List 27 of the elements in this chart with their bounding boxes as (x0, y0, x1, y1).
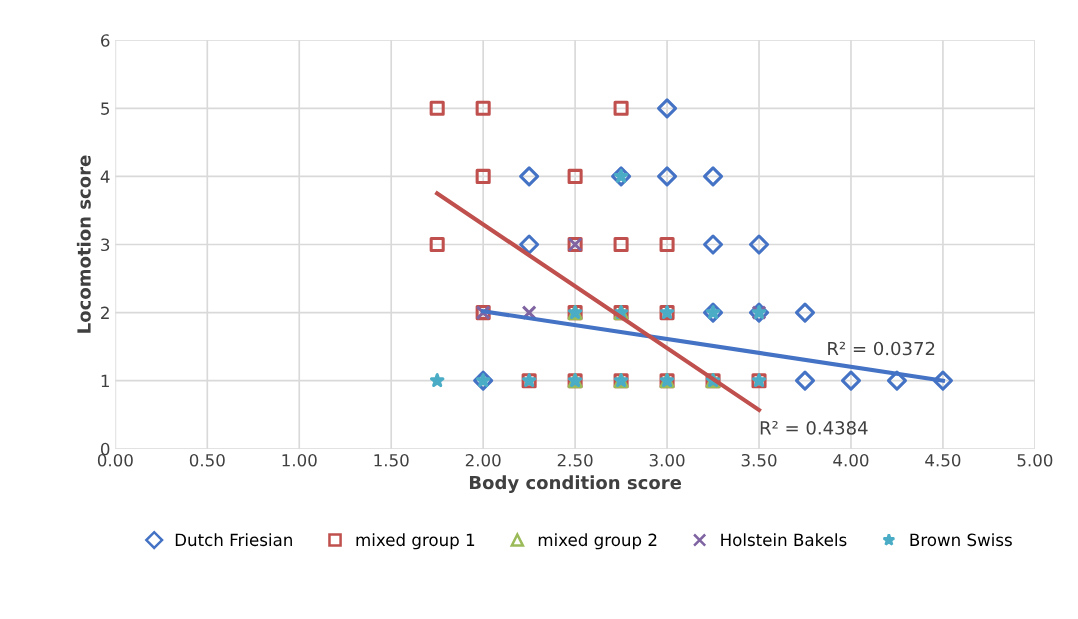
x-tick-label: 3.00 (649, 453, 685, 467)
annotation: R² = 0.4384 (760, 420, 868, 435)
legend-label: mixed group 1 (356, 533, 475, 550)
y-tick-label: 4 (100, 170, 110, 183)
legend-label: Dutch Friesian (175, 533, 292, 547)
x-tick-label: 2.50 (557, 453, 593, 467)
y-axis-title: Locomotion score (76, 155, 91, 333)
x-tick-label: 1.00 (282, 453, 317, 467)
legend-label: Brown Swiss (910, 533, 1012, 547)
x-axis-title: Body condition score (469, 475, 682, 493)
y-tick-label: 5 (101, 102, 110, 115)
legend-label: mixed group 2 (538, 533, 657, 550)
x-tick-label: 0.00 (97, 453, 133, 467)
x-tick-label: 3.50 (741, 453, 777, 467)
x-tick-label: 2.00 (465, 453, 501, 467)
x-tick-label: 4.00 (833, 453, 869, 467)
y-tick-label: 1 (101, 374, 109, 388)
annotation: R² = 0.0372 (828, 341, 935, 356)
y-tick-label: 2 (101, 306, 109, 319)
y-tick-label: 6 (101, 34, 110, 47)
x-tick-label: 0.50 (189, 453, 225, 467)
y-tick-label: 3 (101, 238, 110, 252)
x-tick-label: 5.00 (1017, 453, 1053, 467)
x-tick-label: 4.50 (925, 453, 961, 467)
x-tick-label: 1.50 (374, 453, 409, 467)
legend-label: Holstein Bakels (721, 533, 847, 547)
y-tick-label: 0 (100, 442, 110, 456)
